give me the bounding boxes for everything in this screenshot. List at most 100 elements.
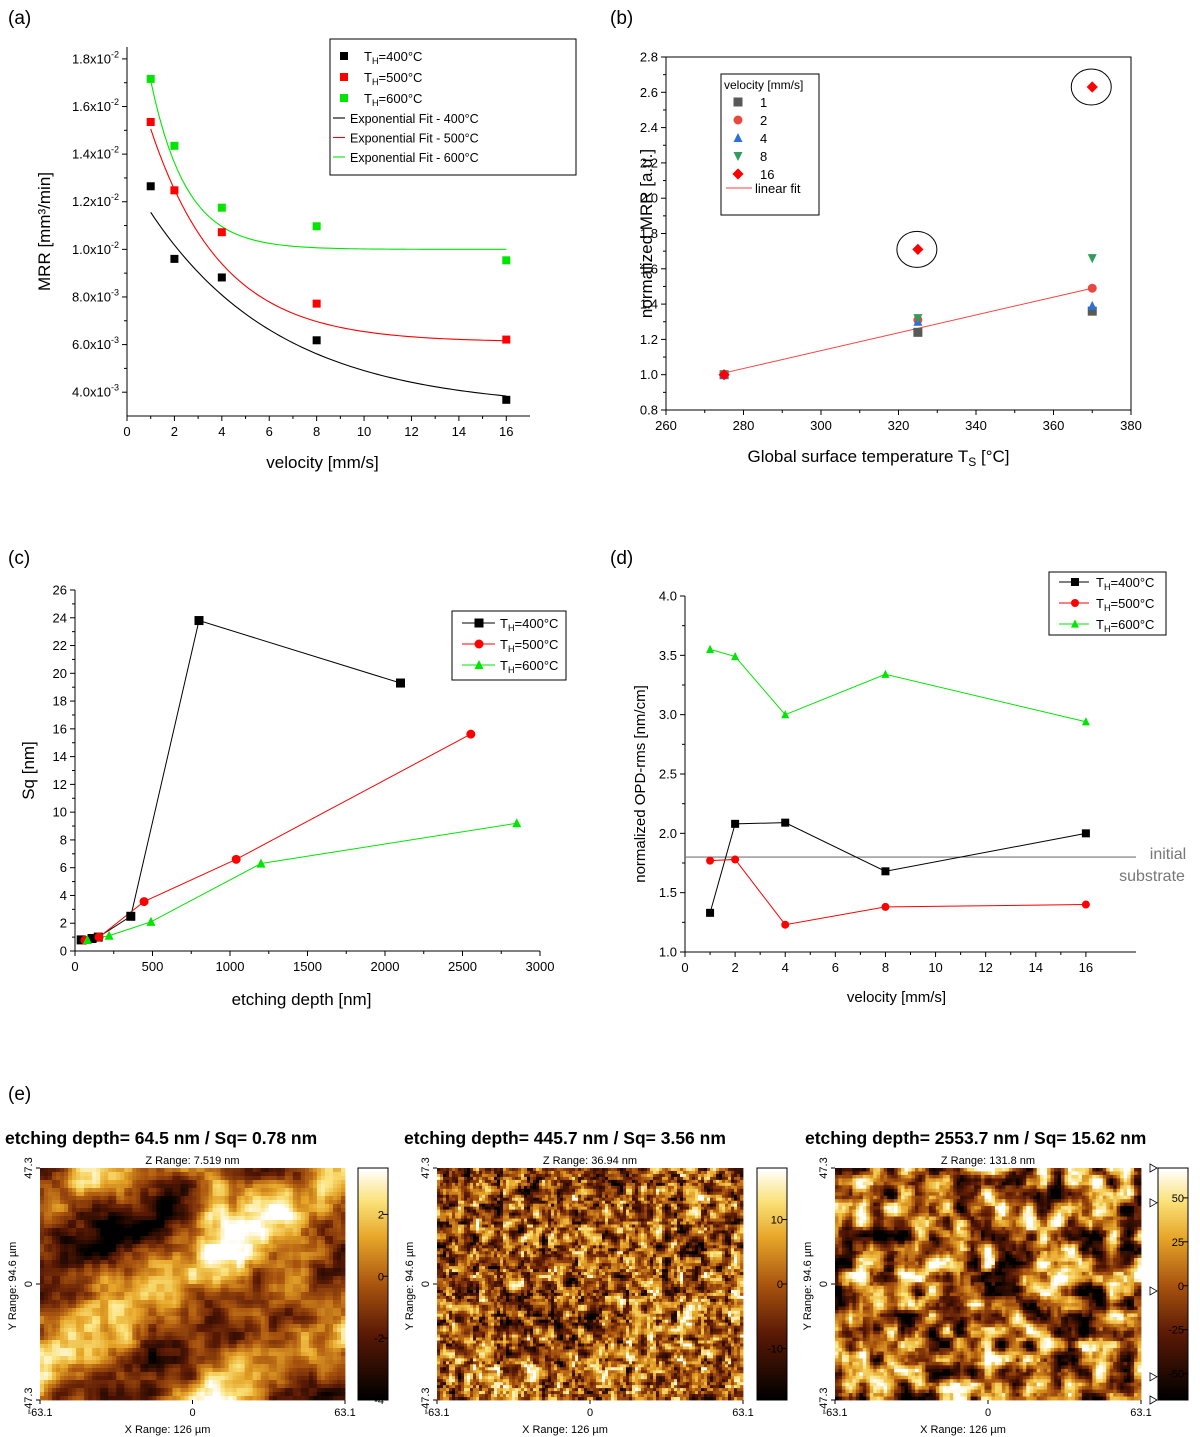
height-cell [60,1196,65,1201]
height-cell [276,1176,282,1181]
height-cell [168,1240,173,1245]
height-cell [116,1348,121,1353]
height-cell [332,1312,338,1317]
height-cell [272,1284,278,1289]
height-cell [332,1252,338,1257]
height-cell [260,1324,266,1329]
height-cell [120,1252,125,1257]
height-cell [152,1180,157,1185]
height-cell [128,1384,133,1389]
height-cell [252,1264,258,1269]
height-cell [84,1316,89,1321]
height-cell [168,1288,173,1293]
height-cell [284,1264,290,1269]
height-cell [112,1244,117,1249]
height-cell [212,1296,217,1301]
height-cell [188,1212,193,1217]
height-cell [300,1296,306,1301]
height-cell [288,1180,294,1185]
height-cell [172,1260,177,1265]
height-cell [518,1168,522,1172]
colorbar-segment [358,1179,388,1183]
height-cell [52,1264,57,1269]
height-cell [124,1200,129,1205]
height-cell [148,1200,153,1205]
height-cell [284,1340,290,1345]
height-cell [92,1184,97,1189]
height-cell [324,1252,330,1257]
height-cell [112,1396,117,1401]
height-cell [144,1248,149,1253]
height-cell [140,1308,145,1313]
height-cell [184,1320,189,1325]
height-cell [52,1392,57,1397]
height-cell [80,1216,85,1221]
height-cell [240,1212,246,1217]
height-cell [156,1252,161,1257]
height-cell [539,1168,543,1172]
height-cell [156,1188,161,1193]
height-cell [272,1308,278,1313]
height-cell [268,1352,274,1357]
height-cell [300,1264,306,1269]
height-cell [104,1344,109,1349]
height-cell [116,1276,121,1281]
height-cell [152,1376,157,1381]
height-cell [276,1284,282,1289]
height-cell [156,1384,161,1389]
height-cell [284,1392,290,1397]
height-cell [312,1380,318,1385]
height-cell [212,1208,217,1213]
y-tick-label: 0.8 [640,403,658,418]
height-cell [256,1336,262,1341]
height-cell [136,1392,141,1397]
height-cell [264,1388,270,1393]
height-cell [188,1200,193,1205]
height-cell [124,1264,129,1269]
colorbar-segment [358,1252,388,1256]
height-cell [144,1188,149,1193]
height-cell [581,1168,585,1172]
height-cell [276,1228,282,1233]
height-cell [164,1232,169,1237]
height-cell [96,1384,101,1389]
height-cell [336,1248,342,1253]
height-cell [44,1376,49,1381]
height-cell [280,1176,286,1181]
height-cell [220,1228,225,1233]
height-cell [172,1288,177,1293]
height-cell [312,1336,318,1341]
height-cell [324,1292,330,1297]
height-cell [216,1220,221,1225]
height-cell [240,1336,246,1341]
height-cell [340,1176,346,1181]
height-cell [40,1220,45,1225]
height-cell [56,1240,61,1245]
height-cell [180,1184,185,1189]
height-cell [40,1328,45,1333]
height-cell [156,1312,161,1317]
height-cell [216,1240,221,1245]
height-cell [144,1368,149,1373]
height-cell [92,1252,97,1257]
height-cell [248,1168,254,1173]
height-cell [156,1392,161,1397]
height-cell [172,1216,177,1221]
height-cell [140,1240,145,1245]
height-cell [304,1320,310,1325]
height-cell [128,1280,133,1285]
height-cell [252,1300,258,1305]
height-cell [260,1320,266,1325]
height-cell [132,1212,137,1217]
height-cell [316,1236,322,1241]
height-cell [172,1224,177,1229]
height-cell [96,1264,101,1269]
height-cell [280,1216,286,1221]
height-cell [48,1268,53,1273]
height-cell [52,1268,57,1273]
height-cell [192,1204,197,1209]
legend-label-base: T [364,49,372,64]
height-cell [236,1188,242,1193]
height-cell [80,1232,85,1237]
height-cell [292,1272,298,1277]
